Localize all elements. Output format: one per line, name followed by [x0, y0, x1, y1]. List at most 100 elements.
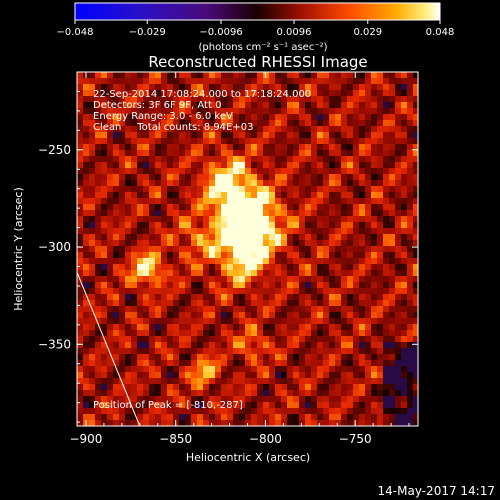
- heatmap-cell: [359, 228, 365, 234]
- heatmap-cell: [203, 276, 209, 282]
- heatmap-cell: [263, 330, 269, 336]
- heatmap-cell: [371, 258, 377, 264]
- heatmap-cell: [113, 78, 119, 84]
- heatmap-cell: [173, 132, 179, 138]
- heatmap-cell: [251, 366, 257, 372]
- heatmap-cell: [149, 336, 155, 342]
- heatmap-cell: [251, 96, 257, 102]
- heatmap-cell: [269, 234, 275, 240]
- heatmap-cell: [251, 300, 257, 306]
- heatmap-cell: [335, 216, 341, 222]
- heatmap-cell: [359, 258, 365, 264]
- heatmap-cell: [293, 72, 299, 78]
- heatmap-cell: [95, 402, 101, 408]
- heatmap-cell: [371, 246, 377, 252]
- heatmap-cell: [209, 138, 215, 144]
- heatmap-cell: [233, 366, 239, 372]
- heatmap-cell: [395, 216, 401, 222]
- heatmap-cell: [209, 324, 215, 330]
- heatmap-cell: [389, 402, 395, 408]
- heatmap-cell: [341, 312, 347, 318]
- heatmap-cell: [401, 372, 407, 378]
- heatmap-cell: [125, 330, 131, 336]
- heatmap-cell: [293, 288, 299, 294]
- heatmap-cell: [239, 186, 245, 192]
- heatmap-cell: [359, 354, 365, 360]
- heatmap-cell: [413, 282, 418, 288]
- heatmap-cell: [113, 222, 119, 228]
- heatmap-cell: [233, 216, 239, 222]
- heatmap-cell: [77, 132, 83, 138]
- heatmap-cell: [131, 414, 137, 420]
- heatmap-cell: [245, 366, 251, 372]
- heatmap-cell: [335, 132, 341, 138]
- heatmap-cell: [155, 144, 161, 150]
- heatmap-cell: [395, 192, 401, 198]
- heatmap-cell: [83, 342, 89, 348]
- heatmap-cell: [77, 198, 83, 204]
- heatmap-cell: [77, 300, 83, 306]
- heatmap-cell: [299, 306, 305, 312]
- heatmap-cell: [173, 366, 179, 372]
- heatmap-cell: [179, 390, 185, 396]
- heatmap-cell: [155, 192, 161, 198]
- heatmap-cell: [257, 126, 263, 132]
- heatmap-cell: [263, 162, 269, 168]
- heatmap-cell: [149, 150, 155, 156]
- heatmap-cell: [107, 390, 113, 396]
- heatmap-cell: [377, 138, 383, 144]
- heatmap-cell: [323, 204, 329, 210]
- heatmap-cell: [317, 132, 323, 138]
- heatmap-cell: [359, 324, 365, 330]
- heatmap-cell: [137, 276, 143, 282]
- footer-date: 14-May-2017 14:17: [378, 484, 495, 498]
- heatmap-cell: [293, 162, 299, 168]
- heatmap-cell: [143, 72, 149, 78]
- heatmap-cell: [161, 414, 167, 420]
- heatmap-cell: [203, 72, 209, 78]
- heatmap-cell: [383, 96, 389, 102]
- heatmap-cell: [167, 420, 173, 426]
- heatmap-cell: [95, 228, 101, 234]
- heatmap-cell: [311, 174, 317, 180]
- heatmap-cell: [287, 108, 293, 114]
- heatmap-cell: [359, 384, 365, 390]
- heatmap-cell: [137, 306, 143, 312]
- x-tick-label: −900: [69, 432, 102, 446]
- heatmap-cell: [347, 270, 353, 276]
- heatmap-cell: [149, 228, 155, 234]
- heatmap-cell: [203, 402, 209, 408]
- heatmap-cell: [185, 246, 191, 252]
- heatmap-cell: [257, 282, 263, 288]
- heatmap-cell: [305, 204, 311, 210]
- heatmap-cell: [311, 84, 317, 90]
- heatmap-cell: [155, 402, 161, 408]
- heatmap-cell: [293, 420, 299, 426]
- heatmap-cell: [239, 204, 245, 210]
- heatmap-cell: [401, 408, 407, 414]
- heatmap-cell: [395, 366, 401, 372]
- heatmap-cell: [329, 378, 335, 384]
- heatmap-cell: [407, 132, 413, 138]
- heatmap-cell: [245, 276, 251, 282]
- heatmap-cell: [311, 168, 317, 174]
- heatmap-cell: [365, 282, 371, 288]
- heatmap-cell: [245, 84, 251, 90]
- heatmap-cell: [119, 366, 125, 372]
- heatmap-cell: [245, 402, 251, 408]
- heatmap-cell: [251, 90, 257, 96]
- heatmap-cell: [353, 72, 359, 78]
- heatmap-cell: [179, 84, 185, 90]
- heatmap-cell: [83, 216, 89, 222]
- heatmap-cell: [221, 324, 227, 330]
- heatmap-cell: [137, 198, 143, 204]
- heatmap-cell: [335, 180, 341, 186]
- heatmap-cell: [407, 264, 413, 270]
- heatmap-cell: [401, 348, 407, 354]
- heatmap-cell: [341, 78, 347, 84]
- heatmap-cell: [233, 96, 239, 102]
- heatmap-cell: [101, 102, 107, 108]
- heatmap-cell: [83, 306, 89, 312]
- heatmap-cell: [155, 252, 161, 258]
- heatmap-cell: [137, 282, 143, 288]
